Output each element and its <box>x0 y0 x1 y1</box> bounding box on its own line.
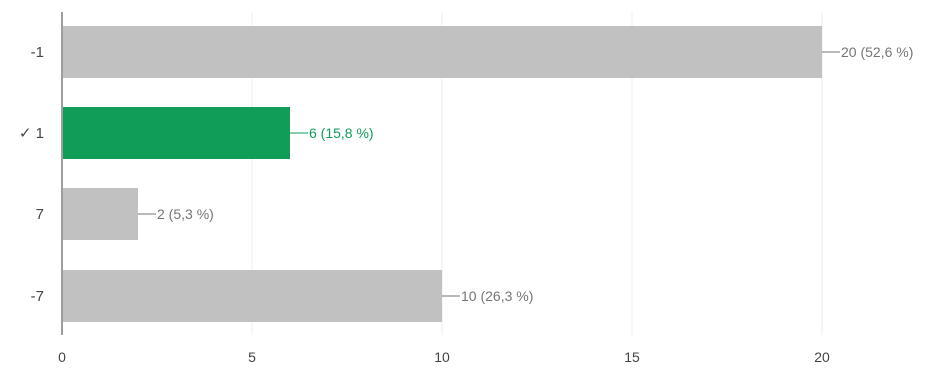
data-label-1: 6 (15,8 %) <box>309 125 374 141</box>
bar--7 <box>62 270 442 322</box>
data-label--1: 20 (52,6 %) <box>841 44 913 60</box>
category-label--7: -7 <box>31 288 44 305</box>
x-tick-label-0: 0 <box>58 349 66 365</box>
category-label-1: ✓ 1 <box>19 125 44 142</box>
bar-7 <box>62 188 138 240</box>
category-label-7: 7 <box>36 206 44 223</box>
bar-1 <box>62 107 290 159</box>
category-label--1: -1 <box>31 44 44 61</box>
x-tick-label-20: 20 <box>814 349 830 365</box>
x-tick-label-10: 10 <box>434 349 450 365</box>
bar--1 <box>62 26 822 78</box>
x-tick-label-15: 15 <box>624 349 640 365</box>
x-tick-label-5: 5 <box>248 349 256 365</box>
data-label-7: 2 (5,3 %) <box>157 206 214 222</box>
data-label--7: 10 (26,3 %) <box>461 288 533 304</box>
